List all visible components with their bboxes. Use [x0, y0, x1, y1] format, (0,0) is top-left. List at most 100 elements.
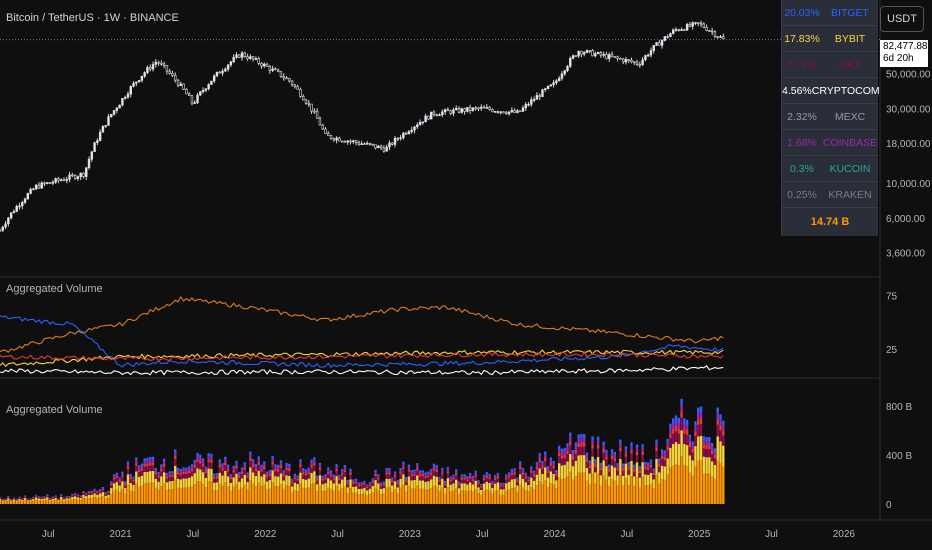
volume-bar-segment [246, 474, 249, 477]
volume-bar-segment [366, 485, 369, 487]
volume-bar-segment [635, 455, 639, 463]
exchange-share-table: 20.03% BITGET 17.83% BYBIT 7.71% OKX 4.56% CRYP… [781, 0, 880, 236]
volume-bar-segment [538, 462, 541, 469]
candle-body [510, 110, 514, 113]
volume-bar-segment [313, 457, 316, 460]
volume-bar-segment [160, 466, 163, 470]
candle-body [477, 107, 480, 110]
volume-bar-segment [663, 466, 667, 480]
volume-bar-segment [688, 434, 692, 439]
volume-bar-segment [435, 465, 438, 468]
volume-bar-segment [293, 482, 297, 491]
candle-body [324, 128, 327, 134]
volume-bar-segment [185, 487, 188, 504]
volume-bar-segment [474, 489, 477, 504]
volume-bar-segment [271, 470, 274, 483]
candle-body [354, 140, 358, 143]
volume-bar-segment [557, 452, 561, 457]
volume-bar-segment [722, 420, 725, 426]
candle-body [193, 102, 196, 104]
volume-bar-segment [307, 478, 310, 488]
volume-bar-segment [449, 481, 452, 485]
volume-bar-segment [379, 486, 383, 489]
volume-bar-segment [630, 442, 633, 447]
volume-bar-segment [541, 461, 544, 464]
volume-bar-segment [374, 469, 377, 472]
candle-body [226, 64, 230, 70]
volume-bar-segment [162, 472, 166, 484]
candle-body [182, 83, 185, 90]
volume-bar-segment [666, 474, 669, 504]
volume-bar-segment [379, 488, 383, 495]
volume-bar-segment [187, 468, 191, 471]
volume-bar-segment [691, 445, 694, 450]
volume-bar-segment [271, 458, 274, 462]
volume-bar-segment [705, 445, 708, 450]
volume-bar-segment [221, 470, 224, 476]
candle-body [429, 111, 433, 120]
volume-bar-segment [87, 492, 91, 494]
candle-body [638, 63, 642, 66]
volume-bar-segment [557, 456, 561, 464]
volume-bar-segment [126, 474, 130, 485]
volume-bar-segment [137, 472, 141, 477]
volume-bar-segment [507, 478, 511, 482]
volume-bar-segment [21, 499, 24, 502]
volume-bar-segment [349, 470, 352, 473]
volume-bar-segment [174, 455, 177, 460]
volume-bar-segment [135, 483, 138, 504]
volume-bar-segment [672, 465, 675, 504]
volume-bar-segment [226, 476, 230, 487]
currency-button[interactable]: USDT [880, 6, 924, 32]
volume-bar-segment [535, 467, 539, 470]
volume-bar-segment [274, 476, 277, 487]
volume-bar-segment [296, 475, 299, 478]
volume-bar-segment [719, 419, 722, 426]
volume-bar-segment [441, 478, 444, 488]
volume-bar-segment [182, 474, 185, 479]
volume-bar-segment [633, 486, 636, 504]
volume-bar-segment [493, 478, 497, 481]
volume-bar-segment [505, 483, 508, 491]
volume-bar-segment [510, 469, 514, 472]
candle-body [279, 71, 283, 77]
volume-bar-segment [288, 463, 291, 467]
volume-bar-segment [4, 499, 7, 501]
volume-bar-segment [79, 500, 82, 504]
volume-bar-segment [57, 500, 60, 502]
candle-body [313, 110, 316, 113]
volume-bar-segment [260, 476, 263, 487]
volume-bar-segment [410, 488, 413, 504]
volume-bar-segment [101, 490, 105, 493]
volume-bar-segment [555, 472, 558, 475]
volume-bar-segment [616, 475, 619, 486]
candle-body [249, 56, 252, 59]
volume-bar-segment [18, 500, 21, 504]
candle-body [432, 111, 436, 115]
volume-bar-segment [393, 489, 397, 504]
volume-bar-segment [627, 464, 630, 468]
volume-bar-segment [610, 459, 614, 466]
volume-bar-segment [463, 490, 466, 504]
candle-body [460, 108, 463, 113]
volume-bar-segment [644, 469, 647, 475]
candle-body [357, 142, 361, 145]
volume-bar-segment [496, 478, 500, 483]
volume-bar-segment [505, 490, 508, 504]
volume-bar-segment [488, 475, 491, 478]
volume-bar-segment [235, 460, 238, 464]
volume-bar-segment [571, 459, 575, 467]
volume-bar-segment [713, 454, 717, 459]
volume-bar-segment [588, 463, 591, 466]
volume-bar-segment [585, 468, 589, 481]
volume-bar-segment [608, 464, 611, 467]
volume-bar-segment [688, 472, 692, 504]
candle-body [580, 51, 583, 55]
volume-bar-segment [149, 465, 152, 472]
volume-bar-segment [15, 501, 18, 504]
volume-bar-segment [510, 473, 514, 476]
volume-bar-segment [207, 481, 210, 504]
volume-bar-segment [663, 450, 667, 454]
volume-bar-segment [26, 500, 30, 502]
